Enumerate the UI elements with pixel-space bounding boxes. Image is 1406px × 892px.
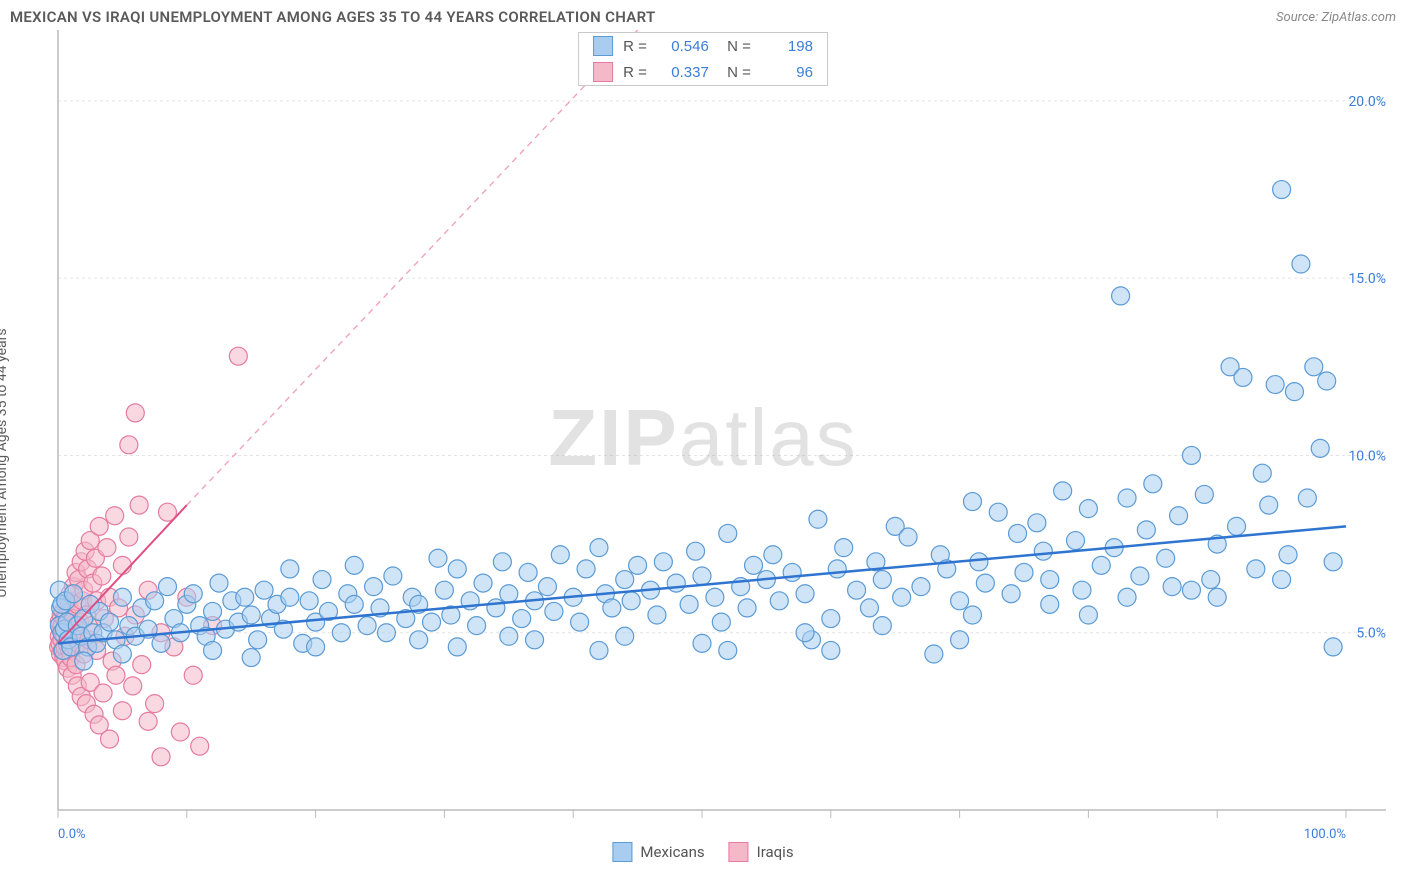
legend-item-mexicans: Mexicans	[612, 842, 704, 862]
svg-text:0.0%: 0.0%	[58, 827, 86, 842]
legend-item-iraqis: Iraqis	[729, 842, 794, 862]
chart-title: MEXICAN VS IRAQI UNEMPLOYMENT AMONG AGES…	[10, 8, 655, 26]
series-legend: Mexicans Iraqis	[612, 842, 793, 862]
legend-swatch-mexicans	[612, 842, 632, 862]
legend-swatch-iraqis	[729, 842, 749, 862]
svg-text:100.0%: 100.0%	[1304, 827, 1346, 842]
svg-text:5.0%: 5.0%	[1356, 626, 1386, 642]
swatch-iraqis	[593, 62, 613, 82]
legend-label-mexicans: Mexicans	[640, 843, 704, 861]
svg-text:10.0%: 10.0%	[1348, 448, 1386, 464]
svg-text:20.0%: 20.0%	[1348, 94, 1386, 110]
stats-row-mexicans: R =0.546 N =198	[579, 33, 827, 59]
svg-text:15.0%: 15.0%	[1348, 271, 1386, 287]
y-axis-label: Unemployment Among Ages 35 to 44 years	[0, 328, 10, 597]
chart-container: Unemployment Among Ages 35 to 44 years Z…	[10, 30, 1396, 880]
swatch-mexicans	[593, 36, 613, 56]
chart-svg: 5.0% 10.0% 15.0% 20.0% 0.0% 100.0%	[10, 30, 1396, 850]
legend-label-iraqis: Iraqis	[757, 843, 794, 861]
stats-legend: R =0.546 N =198 R =0.337 N =96	[578, 32, 828, 86]
source-attribution: Source: ZipAtlas.com	[1276, 10, 1396, 25]
stats-row-iraqis: R =0.337 N =96	[579, 59, 827, 85]
